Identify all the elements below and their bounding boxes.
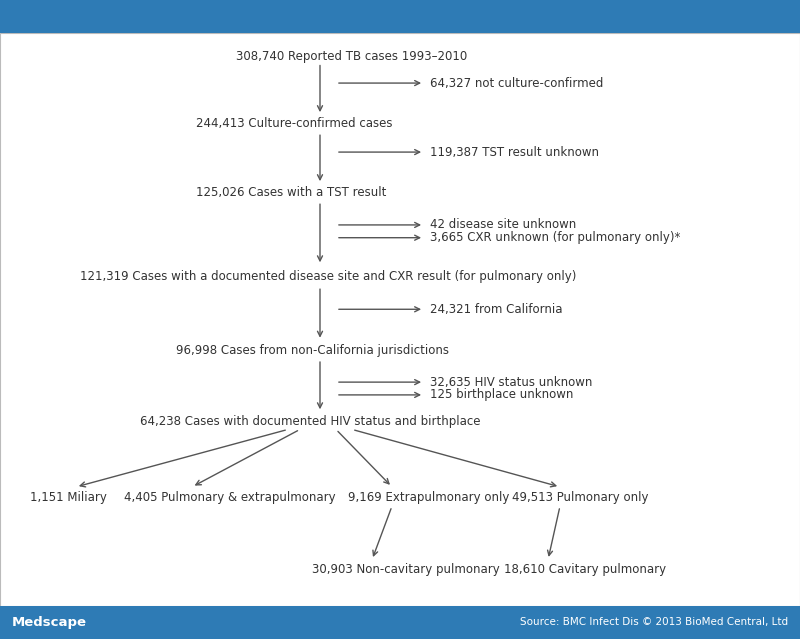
- Text: 121,319 Cases with a documented disease site and CXR result (for pulmonary only): 121,319 Cases with a documented disease …: [80, 270, 576, 282]
- Text: Medscape: Medscape: [12, 616, 87, 629]
- Text: 30,903 Non-cavitary pulmonary: 30,903 Non-cavitary pulmonary: [312, 564, 500, 576]
- Text: 9,169 Extrapulmonary only: 9,169 Extrapulmonary only: [348, 491, 510, 504]
- Text: 244,413 Culture-confirmed cases: 244,413 Culture-confirmed cases: [196, 118, 393, 130]
- Text: 125 birthplace unknown: 125 birthplace unknown: [430, 389, 574, 401]
- Text: 96,998 Cases from non-California jurisdictions: 96,998 Cases from non-California jurisdi…: [176, 344, 449, 357]
- Bar: [0, 33, 800, 606]
- Text: 125,026 Cases with a TST result: 125,026 Cases with a TST result: [196, 187, 386, 199]
- Text: 32,635 HIV status unknown: 32,635 HIV status unknown: [430, 376, 593, 389]
- Bar: [0, 0, 800, 33]
- Text: 308,740 Reported TB cases 1993–2010: 308,740 Reported TB cases 1993–2010: [236, 50, 467, 63]
- Text: Source: BMC Infect Dis © 2013 BioMed Central, Ltd: Source: BMC Infect Dis © 2013 BioMed Cen…: [520, 617, 788, 627]
- Text: 24,321 from California: 24,321 from California: [430, 303, 563, 316]
- Text: 18,610 Cavitary pulmonary: 18,610 Cavitary pulmonary: [504, 564, 666, 576]
- Text: 49,513 Pulmonary only: 49,513 Pulmonary only: [512, 491, 649, 504]
- Text: 42 disease site unknown: 42 disease site unknown: [430, 219, 577, 231]
- Text: 1,151 Miliary: 1,151 Miliary: [30, 491, 107, 504]
- Text: 3,665 CXR unknown (for pulmonary only)*: 3,665 CXR unknown (for pulmonary only)*: [430, 231, 681, 244]
- Text: 64,327 not culture‑confirmed: 64,327 not culture‑confirmed: [430, 77, 604, 89]
- Text: 119,387 TST result unknown: 119,387 TST result unknown: [430, 146, 599, 158]
- Text: 4,405 Pulmonary & extrapulmonary: 4,405 Pulmonary & extrapulmonary: [124, 491, 336, 504]
- Bar: [0, 606, 800, 639]
- Text: 64,238 Cases with documented HIV status and birthplace: 64,238 Cases with documented HIV status …: [140, 415, 481, 428]
